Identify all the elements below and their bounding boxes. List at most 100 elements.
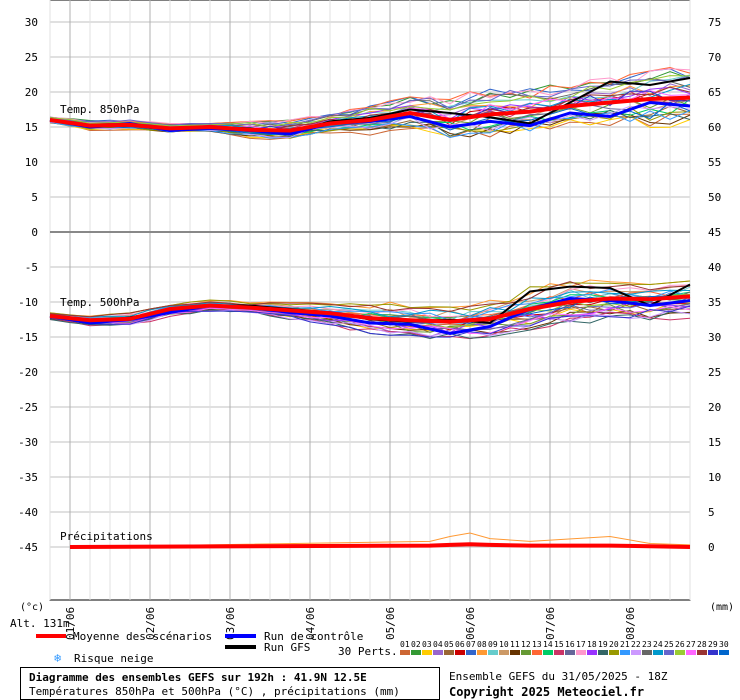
member-number-label: 08	[477, 640, 487, 649]
y-right-tick-label: 50	[708, 191, 721, 204]
member-color-swatch	[697, 650, 707, 655]
member-color-swatch	[554, 650, 564, 655]
member-number-label: 20	[609, 640, 619, 649]
member-color-swatch	[609, 650, 619, 655]
y-right-tick-label: 25	[708, 366, 721, 379]
member-number-label: 17	[576, 640, 586, 649]
y-left-tick-label: -10	[18, 296, 38, 309]
member-number-label: 05	[444, 640, 454, 649]
t500-member	[49, 309, 691, 340]
y-left-tick-label: 20	[25, 86, 38, 99]
chart-subtitle: Températures 850hPa et 500hPa (°C) , pré…	[29, 685, 400, 698]
member-number-label: 09	[488, 640, 498, 649]
member-color-swatch	[488, 650, 498, 655]
member-number-label: 15	[554, 640, 564, 649]
y-left-tick-label: 30	[25, 16, 38, 29]
info-box: Diagramme des ensembles GEFS sur 192h : …	[20, 667, 440, 700]
x-tick-label: 03/06	[224, 607, 237, 640]
y-right-tick-label: 60	[708, 121, 721, 134]
member-color-swatch	[466, 650, 476, 655]
y-right-tick-label: 75	[708, 16, 721, 29]
member-color-swatch	[598, 650, 608, 655]
member-number-label: 19	[598, 640, 608, 649]
member-number-label: 14	[543, 640, 553, 649]
x-tick-label: 08/06	[624, 607, 637, 640]
member-color-swatch	[499, 650, 509, 655]
legend: Moyenne des scénarios Run de contrôleRun …	[36, 630, 729, 665]
y-right-tick-label: 0	[708, 541, 715, 554]
member-color-swatch	[411, 650, 421, 655]
legend-perts-label: 30 Perts.	[338, 645, 398, 658]
member-number-label: 06	[455, 640, 465, 649]
member-number-label: 23	[642, 640, 652, 649]
y-right-tick-label: 65	[708, 86, 721, 99]
member-number-label: 27	[686, 640, 696, 649]
member-number-label: 03	[422, 640, 432, 649]
precip-mean-line	[69, 542, 691, 549]
member-color-swatch	[400, 650, 410, 655]
member-color-swatch	[444, 650, 454, 655]
legend-gfs-label: Run GFS	[264, 641, 310, 654]
member-number-label: 04	[433, 640, 443, 649]
member-color-swatch	[521, 650, 531, 655]
y-right-tick-label: 70	[708, 51, 721, 64]
y-left-tick-label: -15	[18, 331, 38, 344]
y-right-tick-label: 10	[708, 471, 721, 484]
member-number-label: 30	[719, 640, 729, 649]
member-color-swatch	[433, 650, 443, 655]
unit-right: (mm)	[710, 602, 734, 613]
axes: 302520151050-5-10-15-20-25-30-35-40-4575…	[10, 16, 734, 640]
legend-mean-label: Moyenne des scénarios	[73, 630, 212, 643]
y-left-tick-label: -20	[18, 366, 38, 379]
y-left-tick-label: 5	[31, 191, 38, 204]
y-right-tick-label: 55	[708, 156, 721, 169]
legend-snow-label: Risque neige	[74, 652, 153, 665]
y-left-tick-label: 15	[25, 121, 38, 134]
member-color-swatch	[708, 650, 718, 655]
x-tick-label: 06/06	[464, 607, 477, 640]
y-left-tick-label: 10	[25, 156, 38, 169]
member-number-label: 29	[708, 640, 718, 649]
x-tick-label: 04/06	[304, 607, 317, 640]
main-lines	[49, 77, 691, 549]
y-right-tick-label: 20	[708, 401, 721, 414]
member-number-label: 18	[587, 640, 597, 649]
member-number-label: 13	[532, 640, 542, 649]
member-number-label: 25	[664, 640, 674, 649]
copyright: Copyright 2025 Meteociel.fr	[449, 685, 645, 699]
member-color-swatch	[642, 650, 652, 655]
y-right-tick-label: 15	[708, 436, 721, 449]
x-tick-label: 01/06	[64, 607, 77, 640]
altitude-label: Alt. 131m	[10, 617, 70, 630]
y-right-tick-label: 35	[708, 296, 721, 309]
member-color-swatch	[653, 650, 663, 655]
y-right-tick-label: 40	[708, 261, 721, 274]
member-color-swatch	[543, 650, 553, 655]
t500-member	[49, 289, 691, 318]
member-color-swatch	[686, 650, 696, 655]
member-color-swatch	[455, 650, 465, 655]
unit-left: (°c)	[20, 602, 44, 613]
member-color-swatch	[510, 650, 520, 655]
member-number-label: 01	[400, 640, 410, 649]
t500-member	[49, 309, 691, 337]
y-left-tick-label: -40	[18, 506, 38, 519]
member-number-label: 11	[510, 640, 520, 649]
member-color-swatch	[532, 650, 542, 655]
t500-mean-line	[49, 294, 691, 324]
gefs-ensemble-chart: 302520151050-5-10-15-20-25-30-35-40-4575…	[10, 0, 734, 665]
member-color-swatch	[422, 650, 432, 655]
run-info: Ensemble GEFS du 31/05/2025 - 18Z	[449, 670, 668, 683]
x-tick-label: 02/06	[144, 607, 157, 640]
snowflake-icon: ❄	[54, 651, 61, 665]
y-left-tick-label: 25	[25, 51, 38, 64]
member-number-label: 10	[499, 640, 509, 649]
t850-member	[49, 75, 691, 128]
panel-label-precip: Précipitations	[60, 530, 153, 543]
member-number-label: 12	[521, 640, 531, 649]
labels: Temp. 850hPa Temp. 500hPa Précipitations	[60, 103, 153, 543]
member-color-swatch	[477, 650, 487, 655]
panel-label-500: Temp. 500hPa	[60, 296, 139, 309]
y-right-tick-label: 30	[708, 331, 721, 344]
y-left-tick-label: 0	[31, 226, 38, 239]
